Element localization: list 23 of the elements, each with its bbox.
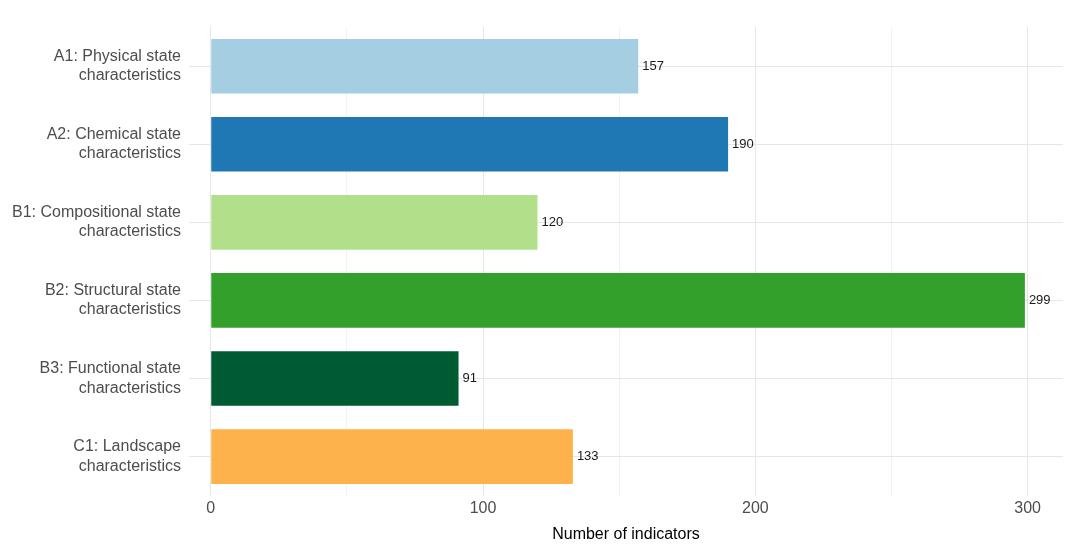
data-label: 190 (732, 135, 754, 151)
y-tick-label: A2: Chemical state characteristics (46, 125, 182, 162)
data-label: 91 (462, 370, 477, 386)
bar (211, 273, 1025, 328)
x-tick-label: 300 (1014, 498, 1042, 516)
bar (211, 351, 459, 406)
data-label: 157 (642, 57, 664, 73)
data-label: 120 (541, 213, 564, 229)
bar (211, 116, 729, 172)
bar (211, 429, 573, 484)
data-label: 299 (1028, 292, 1051, 308)
y-tick-label: B2: Structural state characteristics (44, 281, 182, 318)
y-tick-label: C1: Landscape characteristics (73, 437, 182, 474)
x-tick-label: 200 (741, 498, 769, 516)
y-tick-label: B3: Functional state characteristics (39, 359, 182, 396)
y-tick-label: A1: Physical state characteristics (53, 47, 182, 84)
x-tick-label: 0 (206, 498, 216, 516)
data-label: 133 (576, 448, 599, 464)
bar (211, 195, 538, 250)
x-axis-title: Number of indicators (552, 524, 700, 542)
x-tick-label: 100 (469, 498, 497, 516)
y-tick-label: B1: Compositional state characteristics (11, 203, 182, 240)
bar (211, 38, 639, 94)
